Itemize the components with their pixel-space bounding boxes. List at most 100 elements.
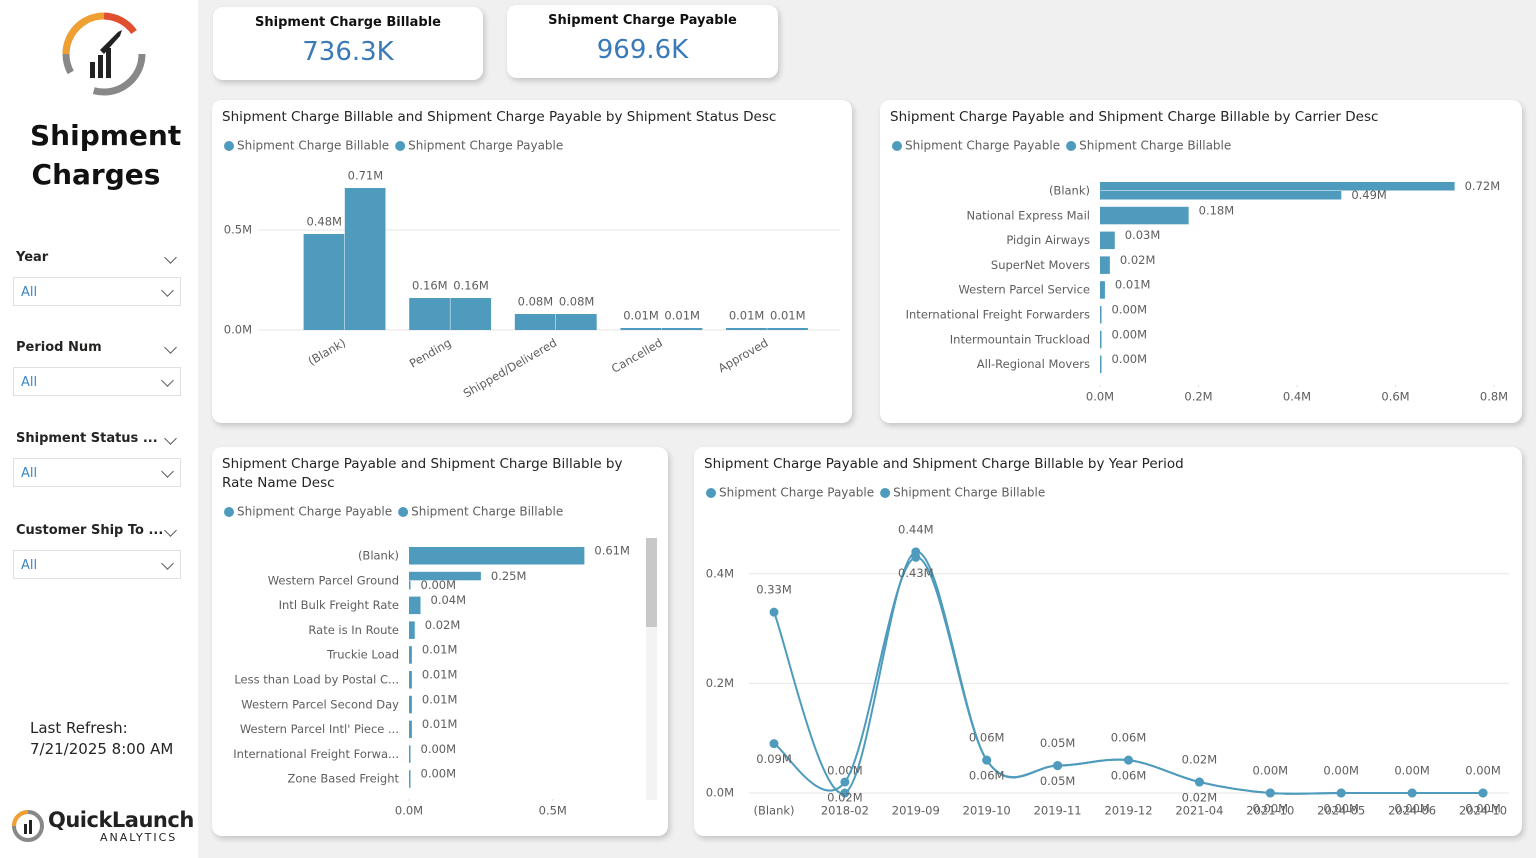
legend-label: Shipment Charge Payable xyxy=(719,486,874,500)
y-tick-label: (Blank) xyxy=(358,549,399,563)
filter-collapse[interactable] xyxy=(164,432,177,445)
data-label: 0.00M xyxy=(1112,327,1148,341)
y-tick-label: 0.0M xyxy=(706,786,734,800)
bar xyxy=(450,298,492,330)
x-tick-label: 0.8M xyxy=(1480,390,1508,404)
data-label: 0.04M xyxy=(431,593,467,607)
data-label: 0.00M xyxy=(1394,764,1430,778)
bar xyxy=(409,547,585,565)
data-label: 0.05M xyxy=(1040,736,1076,750)
chart-card: Shipment Charge Payable Shipment Charge B… xyxy=(880,100,1522,423)
data-label: 0.00M xyxy=(1323,764,1359,778)
bar xyxy=(409,720,412,739)
data-label: 0.01M xyxy=(422,643,458,657)
chart: Shipment Charge Payable Shipment Charge B… xyxy=(224,505,657,818)
y-tick-label: Rate is In Route xyxy=(308,623,399,637)
data-label: 0.00M xyxy=(1253,764,1289,778)
x-tick-label: (Blank) xyxy=(753,804,794,818)
x-tick-label: 0.5M xyxy=(539,804,567,818)
point xyxy=(840,788,850,798)
point xyxy=(982,755,992,765)
point xyxy=(1194,777,1204,787)
kpi-value: 736.3K xyxy=(302,37,394,67)
y-tick-label: Intl Bulk Freight Rate xyxy=(279,598,399,612)
data-label: 0.01M xyxy=(664,309,700,323)
point xyxy=(1478,788,1488,798)
x-tick-label: 2024-05 xyxy=(1317,804,1365,818)
data-label: 0.18M xyxy=(1199,203,1235,217)
data-label: 0.00M xyxy=(1112,352,1148,366)
x-tick-label: 0.2M xyxy=(1184,390,1212,404)
legend-label: Shipment Charge Payable xyxy=(408,139,563,153)
data-label: 0.06M xyxy=(1111,769,1147,783)
y-tick-label: (Blank) xyxy=(1049,184,1090,198)
kpi-value: 969.6K xyxy=(596,35,689,65)
filter-dropdown[interactable]: All xyxy=(13,550,181,579)
filter-dropdown[interactable]: All xyxy=(13,367,181,396)
x-tick-label: 2019-12 xyxy=(1104,804,1152,818)
bar xyxy=(409,596,421,615)
bar xyxy=(1100,231,1115,250)
bar xyxy=(1100,355,1102,374)
point xyxy=(769,739,779,749)
x-tick-label: 0.6M xyxy=(1381,390,1409,404)
data-label: 0.06M xyxy=(969,769,1005,783)
legend-dot xyxy=(224,141,234,151)
legend-label: Shipment Charge Payable xyxy=(237,505,392,519)
data-label: 0.43M xyxy=(898,566,934,580)
y-tick-label: SuperNet Movers xyxy=(991,258,1090,272)
data-label: 0.01M xyxy=(770,309,806,323)
data-label: 0.00M xyxy=(1465,802,1501,816)
filter-collapse[interactable] xyxy=(164,341,177,354)
sidebar-title: Shipment Charges xyxy=(30,119,182,191)
bar xyxy=(1100,182,1455,191)
x-tick-label: Approved xyxy=(716,336,771,376)
chart-title: Shipment Charge Payable and Shipment Cha… xyxy=(704,456,1184,472)
y-tick-label: National Express Mail xyxy=(967,208,1091,222)
point xyxy=(1407,788,1417,798)
chart: Shipment Charge Billable Shipment Charge … xyxy=(224,139,840,401)
bar xyxy=(1100,330,1102,349)
bar xyxy=(1100,306,1102,324)
filter-dropdown[interactable]: All xyxy=(13,458,181,487)
data-label: 0.00M xyxy=(827,764,863,778)
filter-collapse[interactable] xyxy=(164,251,177,264)
filter-collapse[interactable] xyxy=(164,524,177,537)
x-tick-label: 2019-10 xyxy=(963,804,1011,818)
bar xyxy=(409,646,412,664)
data-label: 0.00M xyxy=(1253,802,1289,816)
chart-card: Shipment Charge Payable Shipment Charge B… xyxy=(212,447,668,836)
refresh-label: Last Refresh: xyxy=(30,719,128,737)
y-tick-label: Intermountain Truckload xyxy=(950,332,1090,346)
x-tick-label: 2024-06 xyxy=(1388,804,1436,818)
bar xyxy=(556,314,597,330)
data-label: 0.05M xyxy=(1040,774,1076,788)
x-tick-label: Shipped/Delivered xyxy=(461,336,560,401)
filter-label: Shipment Status ... xyxy=(16,431,158,446)
point xyxy=(911,552,921,562)
y-tick-label: Western Parcel Ground xyxy=(268,573,399,587)
kpi-label: Shipment Charge Payable xyxy=(548,13,737,28)
legend-dot xyxy=(880,488,891,498)
y-tick-label: International Freight Forwa... xyxy=(233,747,399,761)
scrollbar-thumb[interactable] xyxy=(646,538,657,627)
point xyxy=(840,777,850,787)
x-tick-label: 0.0M xyxy=(395,804,423,818)
kpi-label: Shipment Charge Billable xyxy=(255,15,441,30)
point xyxy=(769,607,779,617)
bar xyxy=(661,328,703,330)
data-label: 0.02M xyxy=(1120,253,1156,267)
x-tick-label: Pending xyxy=(407,336,454,371)
refresh-value: 7/21/2025 8:00 AM xyxy=(30,740,174,758)
kpi-card: Shipment Charge Payable 969.6K xyxy=(507,5,778,78)
x-tick-label: Cancelled xyxy=(609,336,665,376)
data-label: 0.00M xyxy=(1323,802,1359,816)
legend-dot xyxy=(706,488,716,498)
data-label: 0.16M xyxy=(412,279,448,293)
chart-card: Shipment Charge Billable Shipment Charge … xyxy=(212,100,852,423)
filter-dropdown[interactable]: All xyxy=(13,277,181,306)
bar xyxy=(767,328,808,330)
bar xyxy=(409,745,411,763)
dropdown-arrow xyxy=(161,465,174,478)
